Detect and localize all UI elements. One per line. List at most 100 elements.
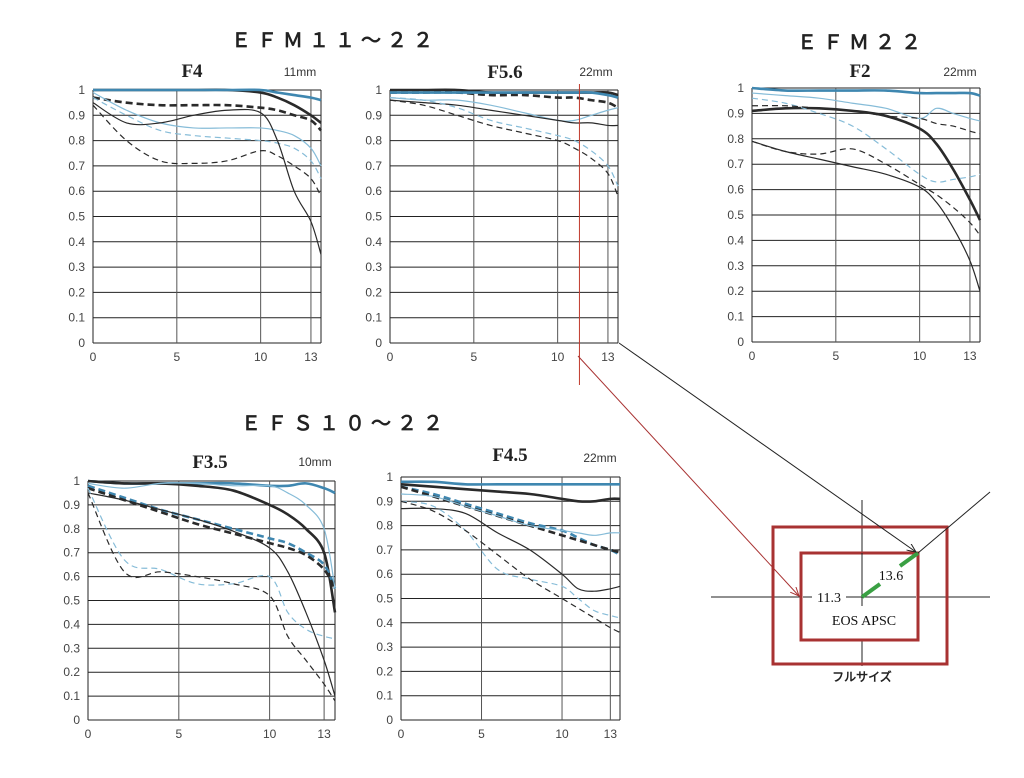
series-line-dark-thin-dashed <box>87 492 336 702</box>
y-tick-label: 0 <box>386 713 393 727</box>
x-tick-label: 5 <box>175 727 182 741</box>
y-tick-label: 0.5 <box>727 208 744 222</box>
y-tick-label: 1 <box>73 474 80 488</box>
y-tick-label: 0.9 <box>68 108 85 122</box>
y-tick-label: 0.3 <box>365 260 382 274</box>
x-tick-label: 0 <box>85 727 92 741</box>
series-line-blue-thin-solid <box>92 91 322 167</box>
y-tick-label: 0.4 <box>68 235 85 249</box>
y-tick-label: 0.2 <box>63 665 80 679</box>
chart-title: F4 <box>181 61 203 82</box>
chart-focal-length: 22mm <box>583 451 616 465</box>
series-line-blue-thin-dashed <box>389 96 619 187</box>
y-tick-label: 0.3 <box>727 259 744 273</box>
series-line-dark-thin-solid <box>87 492 336 697</box>
x-tick-label: 0 <box>90 350 97 364</box>
diagonal-green-lower <box>860 582 882 599</box>
y-tick-label: 0 <box>78 336 85 350</box>
y-tick-label: 0.7 <box>376 543 393 557</box>
y-tick-label: 0.3 <box>68 260 85 274</box>
y-tick-label: 0.8 <box>376 519 393 533</box>
y-tick-label: 0 <box>73 713 80 727</box>
series-line-dark-thick-dashed <box>92 96 322 132</box>
y-tick-label: 0.8 <box>63 522 80 536</box>
series-line-blue-thin-solid <box>87 482 336 589</box>
y-tick-label: 0.2 <box>727 284 744 298</box>
series-line-blue-thick-solid <box>400 480 620 486</box>
y-tick-label: 0.6 <box>68 184 85 198</box>
y-tick-label: 0.1 <box>365 311 382 325</box>
y-tick-label: 0.7 <box>727 157 744 171</box>
series-line-dark-thin-dashed <box>751 140 981 236</box>
series-line-blue-thick-solid <box>93 88 322 102</box>
x-tick-label: 5 <box>478 727 485 741</box>
y-tick-label: 1 <box>375 83 382 97</box>
chart-title: F5.6 <box>487 62 522 83</box>
y-tick-label: 0.2 <box>376 664 393 678</box>
label-bg <box>812 589 846 605</box>
full-frame-rect <box>771 525 949 666</box>
series-line-dark-thick-dashed <box>87 486 337 590</box>
y-tick-label: 1 <box>737 81 744 95</box>
chart-title: F3.5 <box>192 452 227 473</box>
label-full-size: フルサイズ <box>832 669 892 684</box>
y-tick-label: 0.8 <box>727 132 744 146</box>
group-title-efm11-22: ＥＦＭ１１～２２ <box>231 30 439 52</box>
x-tick-label: 13 <box>963 349 977 363</box>
corner-extension-line <box>917 491 991 554</box>
series-line-dark-thin-solid <box>389 99 619 127</box>
x-tick-label: 0 <box>398 727 405 741</box>
label-eos-apsc: EOS APSC <box>832 614 896 629</box>
y-tick-label: 0.2 <box>365 285 382 299</box>
series-line-dark-thin-solid <box>751 140 981 292</box>
y-tick-label: 0.4 <box>727 233 744 247</box>
chart-focal-length: 22mm <box>579 65 612 79</box>
y-tick-label: 0.5 <box>63 594 80 608</box>
x-tick-label: 10 <box>913 349 927 363</box>
x-tick-label: 5 <box>832 349 839 363</box>
y-tick-label: 0.3 <box>63 641 80 655</box>
y-tick-label: 0.1 <box>68 311 85 325</box>
group-title-efm22: ＥＦＭ２２ <box>797 32 927 54</box>
arrow-edge-11-3 <box>577 355 799 596</box>
series-line-dark-thick-solid <box>400 482 621 503</box>
y-tick-label: 0.9 <box>63 498 80 512</box>
x-tick-label: 10 <box>254 350 268 364</box>
y-tick-label: 0.4 <box>376 616 393 630</box>
y-tick-label: 0.5 <box>376 592 393 606</box>
y-tick-label: 0.7 <box>68 159 85 173</box>
x-tick-label: 10 <box>263 727 277 741</box>
y-tick-label: 0.6 <box>727 183 744 197</box>
group-title-efs10-22: ＥＦＳ１０～２２ <box>241 413 449 435</box>
y-tick-label: 0.2 <box>68 285 85 299</box>
series-line-blue-thin-dashed <box>400 500 621 619</box>
x-tick-label: 13 <box>317 727 331 741</box>
y-tick-label: 0.8 <box>68 134 85 148</box>
y-tick-label: 0 <box>375 336 382 350</box>
series-line-blue-thick-solid <box>751 86 981 97</box>
y-tick-label: 0.4 <box>365 235 382 249</box>
y-tick-label: 1 <box>78 83 85 97</box>
y-tick-label: 0.9 <box>376 494 393 508</box>
x-tick-label: 0 <box>749 349 756 363</box>
series-line-blue-thick-solid <box>389 91 619 99</box>
x-tick-label: 0 <box>387 350 394 364</box>
series-line-dark-thin-solid <box>400 507 621 592</box>
series-line-dark-thick-dashed <box>751 104 981 135</box>
sensor-diagram: 11.3 13.6 EOS APSC フルサイズ <box>711 491 991 684</box>
series-line-blue-thin-dashed <box>751 97 981 183</box>
chart-focal-length: 22mm <box>943 65 976 79</box>
series-line-blue-thin-solid <box>751 92 981 122</box>
label-11-3: 11.3 <box>817 591 841 606</box>
chart-title: F4.5 <box>492 445 527 466</box>
series-line-blue-thin-dashed <box>87 487 336 640</box>
y-tick-label: 0.7 <box>365 159 382 173</box>
y-tick-label: 0.7 <box>63 546 80 560</box>
x-tick-label: 13 <box>304 350 318 364</box>
diagonal-green-upper <box>898 551 920 568</box>
y-tick-label: 0.9 <box>365 108 382 122</box>
x-tick-label: 5 <box>470 350 477 364</box>
